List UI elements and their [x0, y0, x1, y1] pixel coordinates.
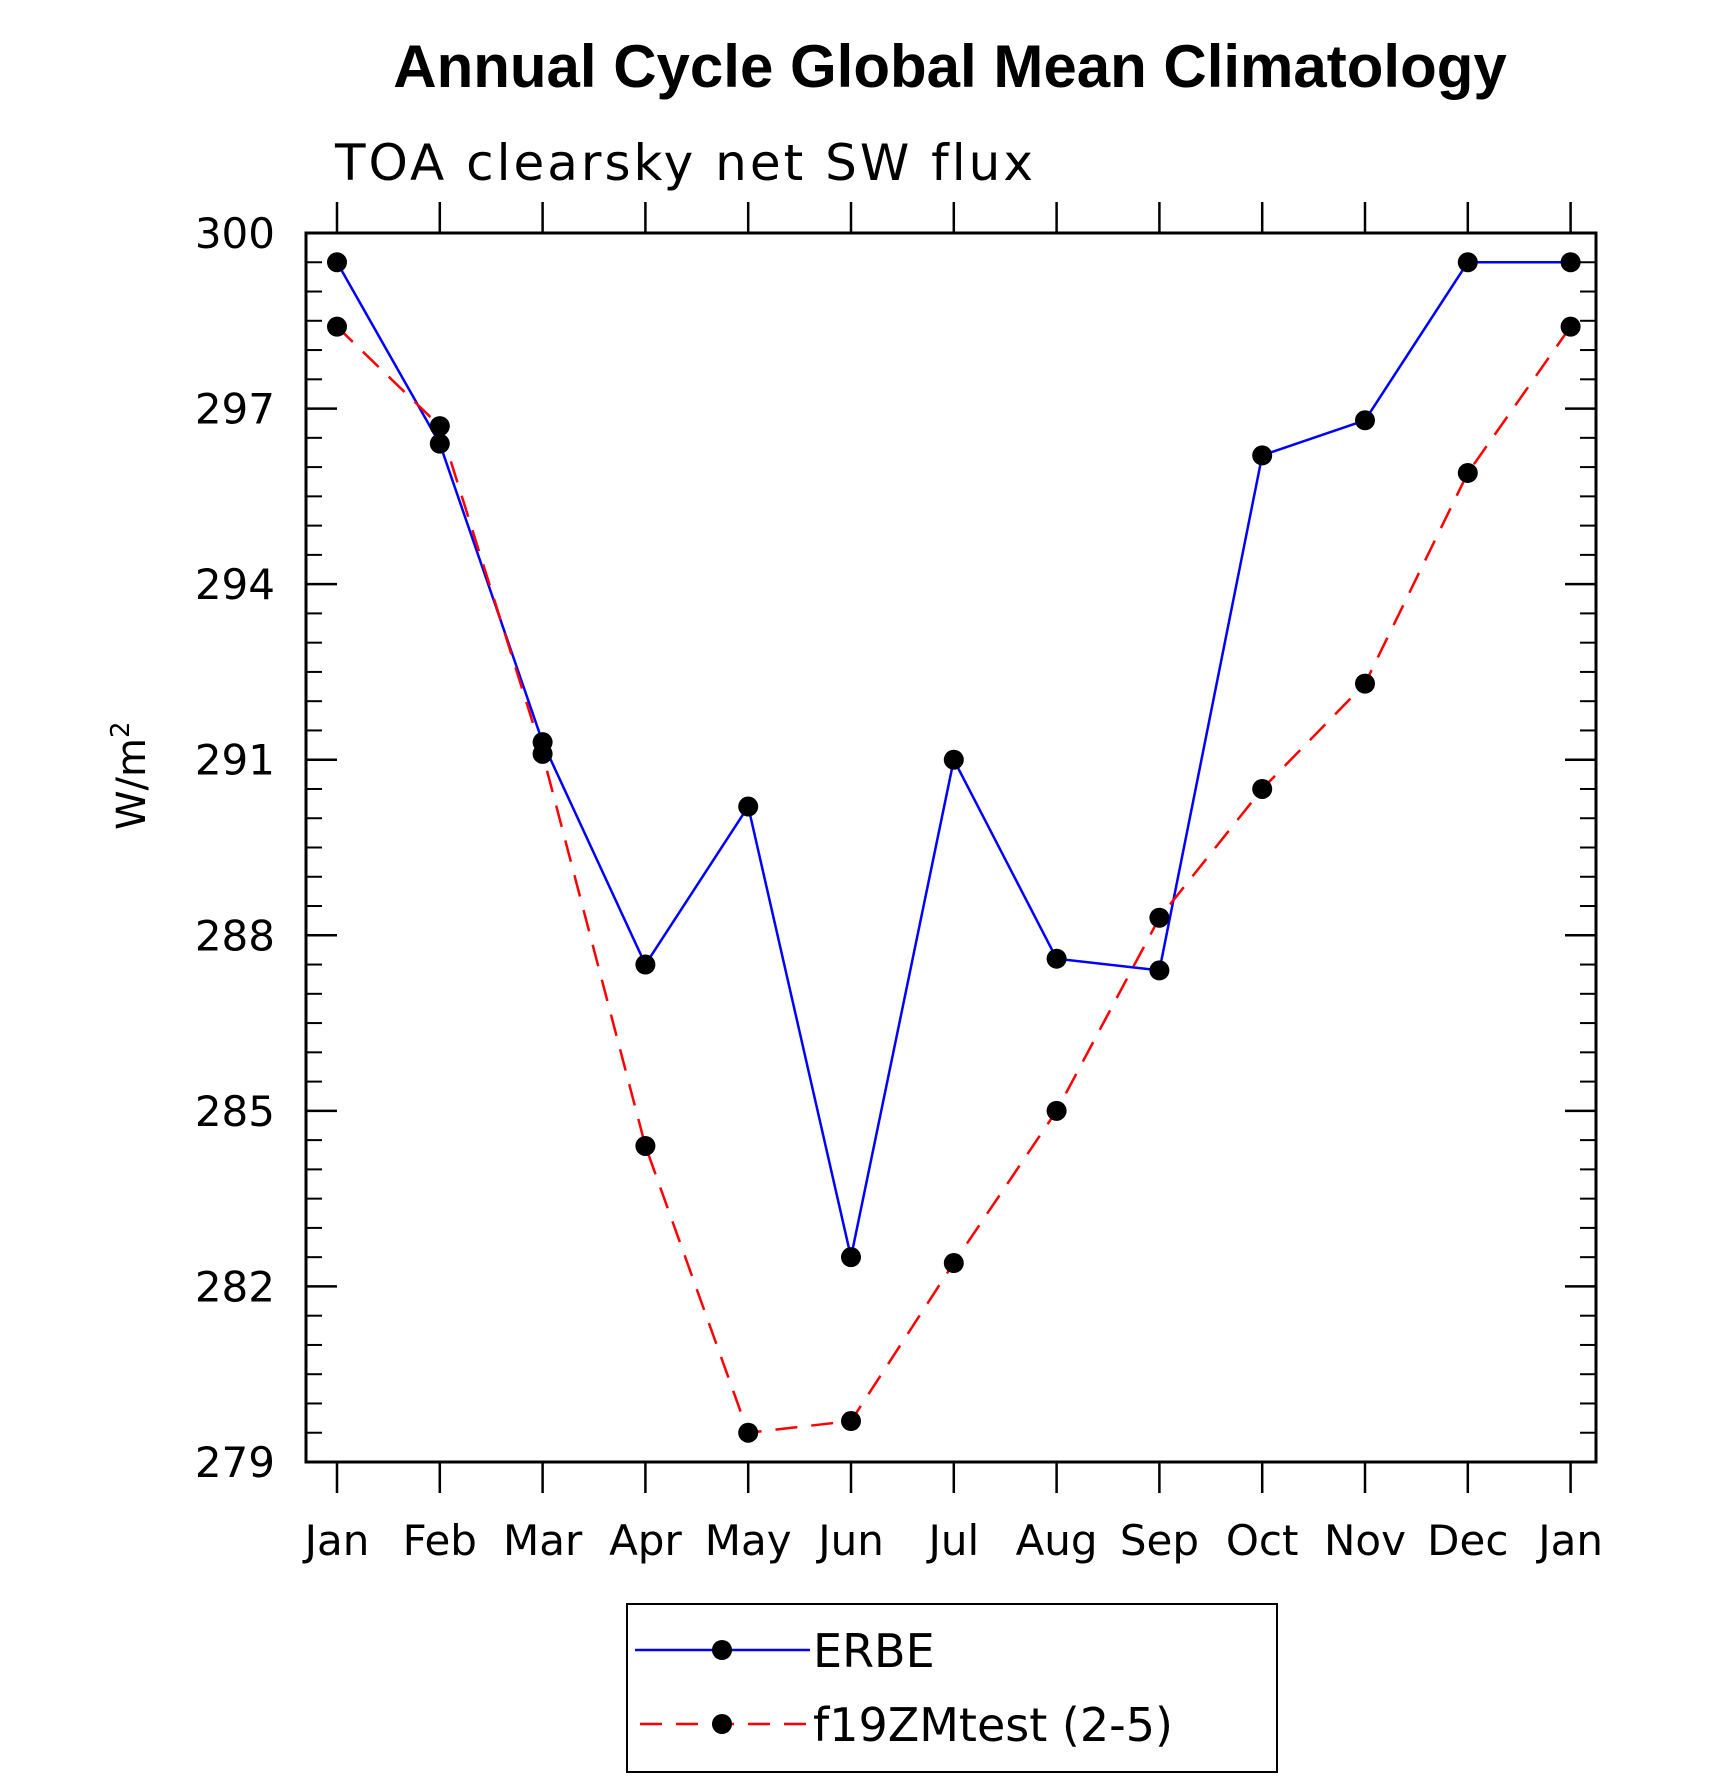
y-tick-label: 294: [195, 560, 275, 609]
series-0-point: [943, 749, 964, 770]
y-tick-label: 288: [195, 911, 275, 960]
series-1-point: [943, 1253, 964, 1274]
x-tick-label: Jan: [1535, 1516, 1603, 1565]
series-0-point: [429, 433, 450, 454]
series-1-point: [1560, 316, 1581, 337]
legend: ERBE f19ZMtest (2-5): [626, 1603, 1278, 1773]
series-0-point: [1046, 948, 1067, 969]
legend-box: [626, 1603, 1278, 1773]
y-tick-label: 291: [195, 736, 275, 785]
series-1-point: [1355, 673, 1375, 694]
x-tick-labels: Jan Feb Mar Apr May Jun Jul Aug Sep Oct Nov Dec Jan: [302, 1516, 1603, 1565]
series-0-point: [1355, 410, 1375, 431]
x-tick-label: Nov: [1324, 1516, 1406, 1565]
y-tick-label: 282: [195, 1262, 275, 1311]
series-0-point: [327, 252, 347, 273]
legend-marker-f19zmtest: [712, 1714, 732, 1734]
series-1-point: [1457, 462, 1478, 483]
series-1-point: [1046, 1100, 1067, 1121]
series-0-point: [635, 954, 656, 975]
series-1-point: [1252, 778, 1273, 799]
x-tick-label: May: [705, 1516, 792, 1565]
series-0-point: [1560, 252, 1581, 273]
x-tick-label: Oct: [1226, 1516, 1299, 1565]
series-1-point: [429, 416, 450, 437]
series-1-point: [738, 1422, 759, 1443]
series-1-point: [841, 1411, 861, 1432]
plot-frame: [304, 231, 1598, 1464]
series-1-point: [532, 743, 553, 764]
x-tick-label: Sep: [1120, 1516, 1199, 1565]
x-tick-label: Dec: [1427, 1516, 1508, 1565]
y-tick-label: 297: [195, 385, 275, 434]
series-0-point: [738, 796, 759, 817]
y-tick-labels: 279 282 285 288 291 294 297 300: [195, 209, 275, 1487]
series-1-point: [1149, 907, 1170, 928]
chart-subtitle: TOA clearsky net SW flux: [334, 134, 1036, 192]
y-axis-label: W/m2: [106, 721, 155, 830]
chart-title: Annual Cycle Global Mean Climatology: [393, 33, 1507, 100]
legend-label-erbe: ERBE: [813, 1624, 935, 1678]
series-0-point: [1457, 252, 1478, 273]
series-0-point: [1252, 445, 1273, 466]
x-tick-label: Apr: [609, 1516, 682, 1565]
x-tick-label: Jun: [815, 1516, 884, 1565]
y-tick-label: 300: [195, 209, 275, 258]
x-tick-label: Jul: [925, 1516, 979, 1565]
y-tick-label: 285: [195, 1087, 275, 1136]
y-tick-label: 279: [195, 1438, 275, 1487]
series-0-point: [841, 1247, 861, 1268]
y-axis-label-superscript: 2: [106, 721, 136, 738]
x-tick-label: Feb: [403, 1516, 477, 1565]
legend-label-f19zmtest: f19ZMtest (2-5): [813, 1698, 1173, 1752]
y-axis-label-main: W/m: [109, 738, 155, 830]
x-tick-label: Aug: [1016, 1516, 1098, 1565]
x-tick-label: Mar: [503, 1516, 583, 1565]
x-tick-label: Jan: [302, 1516, 370, 1565]
axis-ticks: [306, 202, 1596, 1493]
series-layer: [327, 252, 1581, 1443]
series-0-point: [1149, 960, 1170, 981]
series-1-point: [635, 1135, 656, 1156]
legend-marker-erbe: [712, 1640, 732, 1660]
series-1-point: [327, 316, 347, 337]
